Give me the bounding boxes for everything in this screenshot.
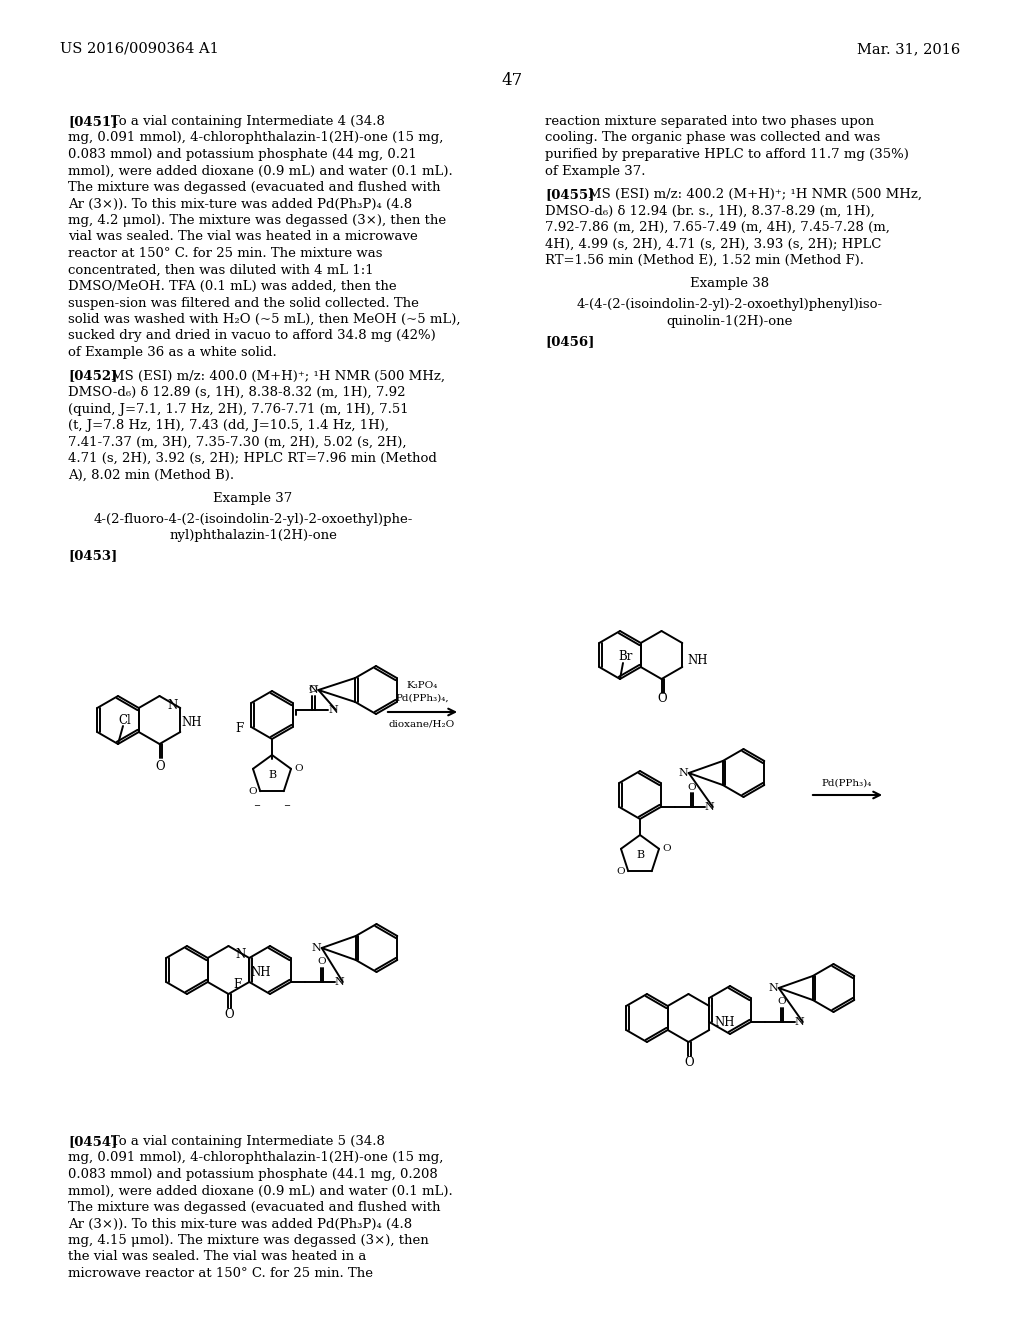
Text: To a vial containing Intermediate 4 (34.8: To a vial containing Intermediate 4 (34.… [111,115,385,128]
Text: O: O [295,764,303,774]
Text: US 2016/0090364 A1: US 2016/0090364 A1 [60,42,219,55]
Text: Ar (3×)). To this mix-ture was added Pd(Ph₃P)₄ (4.8: Ar (3×)). To this mix-ture was added Pd(… [68,1217,412,1230]
Text: DMSO-d₆) δ 12.89 (s, 1H), 8.38-8.32 (m, 1H), 7.92: DMSO-d₆) δ 12.89 (s, 1H), 8.38-8.32 (m, … [68,385,406,399]
Text: nyl)phthalazin-1(2H)-one: nyl)phthalazin-1(2H)-one [169,529,337,543]
Text: [0455]: [0455] [545,187,594,201]
Text: 7.92-7.86 (m, 2H), 7.65-7.49 (m, 4H), 7.45-7.28 (m,: 7.92-7.86 (m, 2H), 7.65-7.49 (m, 4H), 7.… [545,220,890,234]
Text: O: O [687,783,696,792]
Text: vial was sealed. The vial was heated in a microwave: vial was sealed. The vial was heated in … [68,231,418,243]
Text: MS (ESI) m/z: 400.2 (M+H)⁺; ¹H NMR (500 MHz,: MS (ESI) m/z: 400.2 (M+H)⁺; ¹H NMR (500 … [588,187,922,201]
Text: 4H), 4.99 (s, 2H), 4.71 (s, 2H), 3.93 (s, 2H); HPLC: 4H), 4.99 (s, 2H), 4.71 (s, 2H), 3.93 (s… [545,238,882,251]
Text: DMSO/MeOH. TFA (0.1 mL) was added, then the: DMSO/MeOH. TFA (0.1 mL) was added, then … [68,280,396,293]
Text: mmol), were added dioxane (0.9 mL) and water (0.1 mL).: mmol), were added dioxane (0.9 mL) and w… [68,165,453,177]
Text: MS (ESI) m/z: 400.0 (M+H)⁺; ¹H NMR (500 MHz,: MS (ESI) m/z: 400.0 (M+H)⁺; ¹H NMR (500 … [111,370,445,383]
Text: F: F [233,978,242,990]
Text: purified by preparative HPLC to afford 11.7 mg (35%): purified by preparative HPLC to afford 1… [545,148,909,161]
Text: mg, 0.091 mmol), 4-chlorophthalazin-1(2H)-one (15 mg,: mg, 0.091 mmol), 4-chlorophthalazin-1(2H… [68,132,443,144]
Text: The mixture was degassed (evacuated and flushed with: The mixture was degassed (evacuated and … [68,181,440,194]
Text: To a vial containing Intermediate 5 (34.8: To a vial containing Intermediate 5 (34.… [111,1135,385,1148]
Text: mg, 4.2 μmol). The mixture was degassed (3×), then the: mg, 4.2 μmol). The mixture was degassed … [68,214,446,227]
Text: ─: ─ [285,801,290,809]
Text: O: O [685,1056,694,1068]
Text: 0.083 mmol) and potassium phosphate (44.1 mg, 0.208: 0.083 mmol) and potassium phosphate (44.… [68,1168,437,1181]
Text: N: N [335,977,344,987]
Text: reactor at 150° C. for 25 min. The mixture was: reactor at 150° C. for 25 min. The mixtu… [68,247,383,260]
Text: (t, J=7.8 Hz, 1H), 7.43 (dd, J=10.5, 1.4 Hz, 1H),: (t, J=7.8 Hz, 1H), 7.43 (dd, J=10.5, 1.4… [68,418,389,432]
Text: [0454]: [0454] [68,1135,118,1148]
Text: F: F [236,722,244,735]
Text: Example 37: Example 37 [213,492,293,506]
Text: O: O [777,998,786,1006]
Text: solid was washed with H₂O (~5 mL), then MeOH (~5 mL),: solid was washed with H₂O (~5 mL), then … [68,313,461,326]
Text: concentrated, then was diluted with 4 mL 1:1: concentrated, then was diluted with 4 mL… [68,264,374,276]
Text: N: N [308,685,318,696]
Text: DMSO-d₆) δ 12.94 (br. s., 1H), 8.37-8.29 (m, 1H),: DMSO-d₆) δ 12.94 (br. s., 1H), 8.37-8.29… [545,205,874,218]
Text: [0451]: [0451] [68,115,118,128]
Text: microwave reactor at 150° C. for 25 min. The: microwave reactor at 150° C. for 25 min.… [68,1267,373,1280]
Text: 4.71 (s, 2H), 3.92 (s, 2H); HPLC RT=7.96 min (Method: 4.71 (s, 2H), 3.92 (s, 2H); HPLC RT=7.96… [68,451,437,465]
Text: N: N [705,803,715,812]
Text: dioxane/H₂O: dioxane/H₂O [389,719,455,729]
Text: O: O [615,867,625,875]
Text: of Example 37.: of Example 37. [545,165,645,177]
Text: Example 38: Example 38 [690,277,770,290]
Text: mg, 4.15 μmol). The mixture was degassed (3×), then: mg, 4.15 μmol). The mixture was degassed… [68,1234,429,1247]
Text: sucked dry and dried in vacuo to afford 34.8 mg (42%): sucked dry and dried in vacuo to afford … [68,330,436,342]
Text: Ar (3×)). To this mix-ture was added Pd(Ph₃P)₄ (4.8: Ar (3×)). To this mix-ture was added Pd(… [68,198,412,210]
Text: Pd(PPh₃)₄,: Pd(PPh₃)₄, [395,693,449,702]
Text: of Example 36 as a white solid.: of Example 36 as a white solid. [68,346,276,359]
Text: K₃PO₄: K₃PO₄ [407,681,437,690]
Text: Br: Br [618,651,633,664]
Text: the vial was sealed. The vial was heated in a: the vial was sealed. The vial was heated… [68,1250,367,1263]
Text: O: O [224,1007,234,1020]
Text: reaction mixture separated into two phases upon: reaction mixture separated into two phas… [545,115,874,128]
Text: [0452]: [0452] [68,370,118,383]
Text: cooling. The organic phase was collected and was: cooling. The organic phase was collected… [545,132,881,144]
Text: O: O [657,693,668,705]
Text: 4-(4-(2-(isoindolin-2-yl)-2-oxoethyl)phenyl)iso-: 4-(4-(2-(isoindolin-2-yl)-2-oxoethyl)phe… [577,298,883,312]
Text: 7.41-7.37 (m, 3H), 7.35-7.30 (m, 2H), 5.02 (s, 2H),: 7.41-7.37 (m, 3H), 7.35-7.30 (m, 2H), 5.… [68,436,407,449]
Text: [0456]: [0456] [545,335,594,348]
Text: The mixture was degassed (evacuated and flushed with: The mixture was degassed (evacuated and … [68,1201,440,1214]
Text: O: O [248,787,257,796]
Text: B: B [636,850,644,861]
Text: B: B [268,770,276,780]
Text: N: N [679,768,688,777]
Text: NH: NH [715,1016,735,1030]
Text: N: N [328,705,338,715]
Text: N: N [236,948,246,961]
Text: N: N [769,983,778,993]
Text: N: N [168,700,178,711]
Text: A), 8.02 min (Method B).: A), 8.02 min (Method B). [68,469,234,482]
Text: Pd(PPh₃)₄: Pd(PPh₃)₄ [822,779,872,788]
Text: O: O [156,760,165,774]
Text: N: N [795,1016,805,1027]
Text: 47: 47 [502,73,522,88]
Text: 4-(2-fluoro-4-(2-(isoindolin-2-yl)-2-oxoethyl)phe-: 4-(2-fluoro-4-(2-(isoindolin-2-yl)-2-oxo… [93,512,413,525]
Text: (quind, J=7.1, 1.7 Hz, 2H), 7.76-7.71 (m, 1H), 7.51: (quind, J=7.1, 1.7 Hz, 2H), 7.76-7.71 (m… [68,403,409,416]
Text: quinolin-1(2H)-one: quinolin-1(2H)-one [667,314,794,327]
Text: suspen-sion was filtered and the solid collected. The: suspen-sion was filtered and the solid c… [68,297,419,309]
Text: O: O [663,845,672,853]
Text: [0453]: [0453] [68,549,118,562]
Text: O: O [308,685,317,694]
Text: Cl: Cl [119,714,131,726]
Text: O: O [317,957,326,966]
Text: RT=1.56 min (Method E), 1.52 min (Method F).: RT=1.56 min (Method E), 1.52 min (Method… [545,253,864,267]
Text: Mar. 31, 2016: Mar. 31, 2016 [857,42,961,55]
Text: NH: NH [250,966,270,979]
Text: N: N [312,942,322,953]
Text: mg, 0.091 mmol), 4-chlorophthalazin-1(2H)-one (15 mg,: mg, 0.091 mmol), 4-chlorophthalazin-1(2H… [68,1151,443,1164]
Text: ─: ─ [255,801,259,809]
Text: 0.083 mmol) and potassium phosphate (44 mg, 0.21: 0.083 mmol) and potassium phosphate (44 … [68,148,417,161]
Text: mmol), were added dioxane (0.9 mL) and water (0.1 mL).: mmol), were added dioxane (0.9 mL) and w… [68,1184,453,1197]
Text: NH: NH [687,653,708,667]
Text: NH: NH [181,715,202,729]
